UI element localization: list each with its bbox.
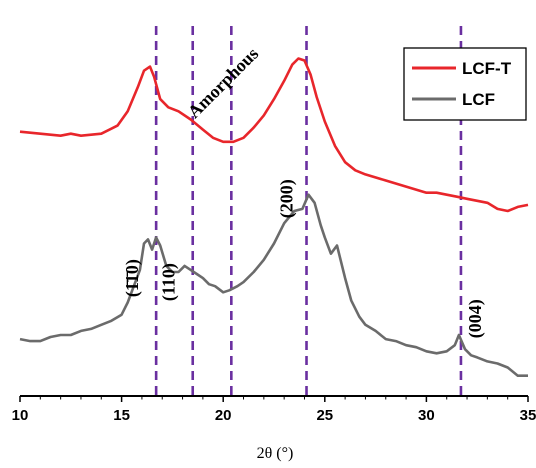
peak-annotation-0: (1̄1̄0) — [122, 259, 143, 297]
x-tick-label-15: 15 — [113, 407, 130, 424]
peak-annotation-2: Amorphous — [184, 43, 263, 122]
legend-label-lcf-t: LCF-T — [462, 59, 512, 78]
x-tick-label-20: 20 — [215, 407, 232, 424]
x-axis-label: 2θ (°) — [257, 445, 294, 462]
series-line-lcf-t — [19, 57, 529, 213]
x-tick-label-30: 30 — [418, 407, 435, 424]
x-axis-ticks: 10 15 20 25 30 35 — [12, 396, 536, 424]
peak-annotation-1: (110) — [158, 263, 179, 301]
legend: LCF-T LCF — [403, 47, 527, 121]
peak-annotation-4: (004) — [465, 299, 486, 338]
x-tick-label-25: 25 — [316, 407, 333, 424]
x-tick-label-10: 10 — [12, 407, 29, 424]
peak-annotation-3: (200) — [276, 179, 297, 218]
x-tick-label-35: 35 — [520, 407, 536, 424]
series-lines — [19, 57, 529, 377]
legend-label-lcf: LCF — [462, 90, 495, 109]
series-line-lcf — [19, 193, 528, 377]
legend-box — [403, 47, 527, 121]
